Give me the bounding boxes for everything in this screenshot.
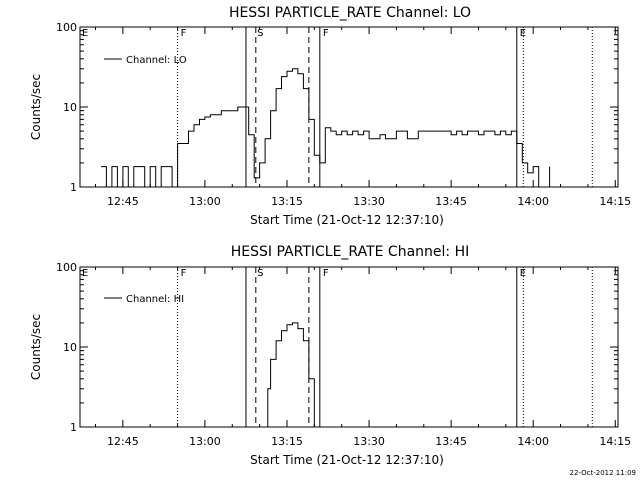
panel-hi: HESSI PARTICLE_RATE Channel: HI Start Ti…: [29, 244, 631, 467]
y-ticks: 1 10 100: [56, 21, 618, 194]
event-label: E: [520, 268, 526, 279]
x-tick-label: 13:45: [435, 195, 467, 208]
x-tick-label: 13:45: [435, 435, 467, 448]
legend-label: Channel: HI: [126, 294, 184, 305]
event-label: E: [82, 268, 88, 279]
x-tick-label: 14:15: [599, 435, 631, 448]
footer-timestamp: 22-Oct-2012 11:09: [570, 469, 636, 477]
y-ticks: 1 10 100: [56, 261, 618, 434]
x-tick-label: 12:45: [107, 195, 139, 208]
chart-title: HESSI PARTICLE_RATE Channel: LO: [229, 5, 471, 21]
x-axis-label: Start Time (21-Oct-12 12:37:10): [250, 453, 444, 467]
y-tick-label: 10: [63, 341, 77, 354]
x-tick-label: 14:15: [599, 195, 631, 208]
x-ticks: 12:45 13:00 13:15 13:30 13:45 14:00 14:15: [95, 267, 631, 448]
plot-frame: [79, 266, 619, 428]
x-tick-label: 13:00: [189, 195, 221, 208]
x-tick-label: 13:30: [353, 435, 385, 448]
x-tick-label: 13:15: [271, 435, 303, 448]
event-label: E: [520, 28, 526, 39]
y-axis-label: Counts/sec: [29, 314, 43, 380]
series-line-hi: [265, 322, 315, 428]
legend-label: Channel: LO: [126, 55, 187, 66]
x-tick-label: 13:30: [353, 195, 385, 208]
y-tick-label: 1: [70, 421, 77, 434]
x-tick-label: 14:00: [517, 195, 549, 208]
y-tick-label: 10: [63, 101, 77, 114]
event-label: S: [257, 268, 263, 279]
x-ticks: 12:45 13:00 13:15 13:30 13:45 14:00 14:15: [95, 27, 631, 208]
x-tick-label: 12:45: [107, 435, 139, 448]
y-axis-label: Counts/sec: [29, 74, 43, 140]
y-tick-label: 100: [56, 21, 77, 34]
chart-title: HESSI PARTICLE_RATE Channel: HI: [231, 244, 469, 260]
event-label: F: [323, 28, 329, 39]
event-label: F: [181, 28, 187, 39]
x-tick-label: 13:15: [271, 195, 303, 208]
event-label: F: [181, 268, 187, 279]
event-label: S: [257, 28, 263, 39]
x-tick-label: 13:00: [189, 435, 221, 448]
event-label: F: [323, 268, 329, 279]
y-tick-label: 100: [56, 261, 77, 274]
series-line-lo: [101, 68, 551, 188]
x-tick-label: 14:00: [517, 435, 549, 448]
plot-frame: [79, 26, 619, 188]
y-tick-label: 1: [70, 181, 77, 194]
panel-lo: HESSI PARTICLE_RATE Channel: LO Start Ti…: [29, 5, 631, 227]
event-label: E: [82, 28, 88, 39]
x-axis-label: Start Time (21-Oct-12 12:37:10): [250, 213, 444, 227]
